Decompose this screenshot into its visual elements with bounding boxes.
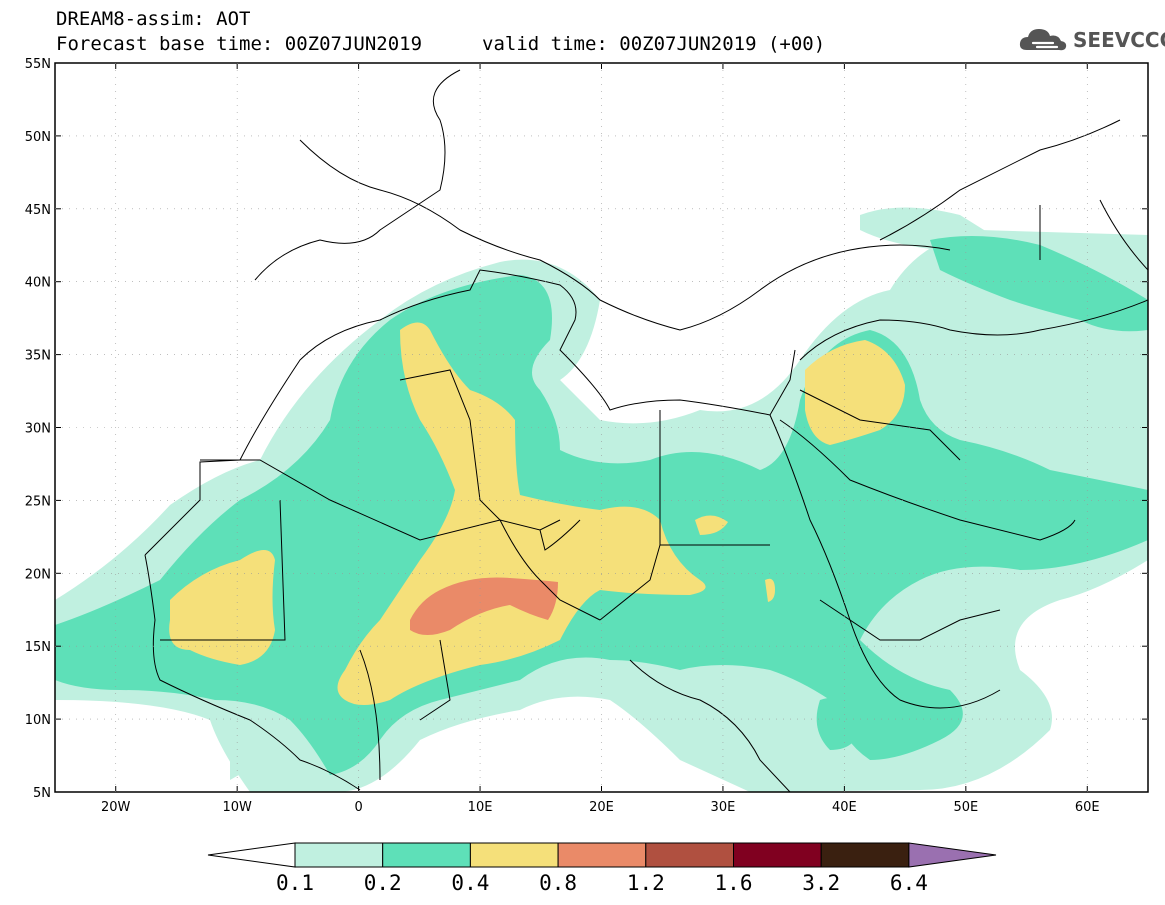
- lat-tick-label: 45N: [25, 203, 51, 218]
- colorbar-label: 1.6: [715, 871, 753, 895]
- lon-tick-label: 40E: [832, 800, 857, 815]
- lon-tick-label: 50E: [953, 800, 978, 815]
- colorbar-box: [733, 842, 822, 868]
- forecast-base-time: Forecast base time: 00Z07JUN2019: [56, 33, 423, 55]
- lon-tick-label: 20W: [101, 800, 131, 815]
- lat-tick-label: 25N: [25, 494, 51, 509]
- lon-tick-label: 20E: [589, 800, 614, 815]
- logo-text: SEEVCCC: [1073, 28, 1165, 52]
- cloud-icon: [1019, 29, 1067, 51]
- colorbar-label: 3.2: [802, 871, 840, 895]
- colorbar-box: [469, 842, 559, 868]
- lat-tick-label: 40N: [25, 276, 51, 291]
- colorbar-label: 0.1: [276, 871, 314, 895]
- latitude-axis: 5N 10N 15N 20N 25N 30N 35N 40N 45N 50N 55N: [25, 57, 1148, 801]
- lat-tick-label: 55N: [25, 57, 51, 72]
- colorbar-label: 6.4: [890, 871, 928, 895]
- seevccc-logo: SEEVCCC: [1017, 24, 1165, 56]
- coastlines: [144, 69, 1148, 792]
- lon-tick-label: 60E: [1075, 800, 1100, 815]
- lon-tick-label: 10W: [222, 800, 252, 815]
- lat-tick-label: 10N: [25, 713, 51, 728]
- colorbar-box: [645, 842, 734, 868]
- colorbar-label: 0.8: [539, 871, 577, 895]
- lat-tick-label: 20N: [25, 567, 51, 582]
- colorbar-high-arrow: [908, 842, 997, 868]
- longitude-axis: 20W 10W 0 10E 20E 30E 40E 50E 60E: [101, 63, 1100, 815]
- lon-tick-label: 30E: [711, 800, 736, 815]
- colorbar-box: [557, 842, 647, 868]
- colorbar-low-arrow: [207, 842, 296, 868]
- colorbar-box: [820, 842, 910, 868]
- colorbar-label: 0.4: [451, 871, 489, 895]
- lat-tick-label: 50N: [25, 130, 51, 145]
- lat-tick-label: 35N: [25, 349, 51, 364]
- chart-title: DREAM8-assim: AOT: [56, 8, 251, 30]
- colorbar: 0.1 0.2 0.4 0.8 1.2 1.6 3.2 6.4: [207, 842, 997, 895]
- lon-tick-label: 10E: [468, 800, 493, 815]
- lon-tick-label: 0: [354, 800, 362, 815]
- colorbar-label: 1.2: [627, 871, 665, 895]
- aot-contour-0.8: [410, 577, 558, 635]
- colorbar-box: [382, 842, 471, 868]
- colorbar-box: [294, 842, 384, 868]
- colorbar-label: 0.2: [364, 871, 402, 895]
- lat-tick-label: 15N: [25, 640, 51, 655]
- lat-tick-label: 30N: [25, 422, 51, 437]
- lat-tick-label: 5N: [33, 786, 51, 801]
- valid-time: valid time: 00Z07JUN2019 (+00): [482, 33, 826, 55]
